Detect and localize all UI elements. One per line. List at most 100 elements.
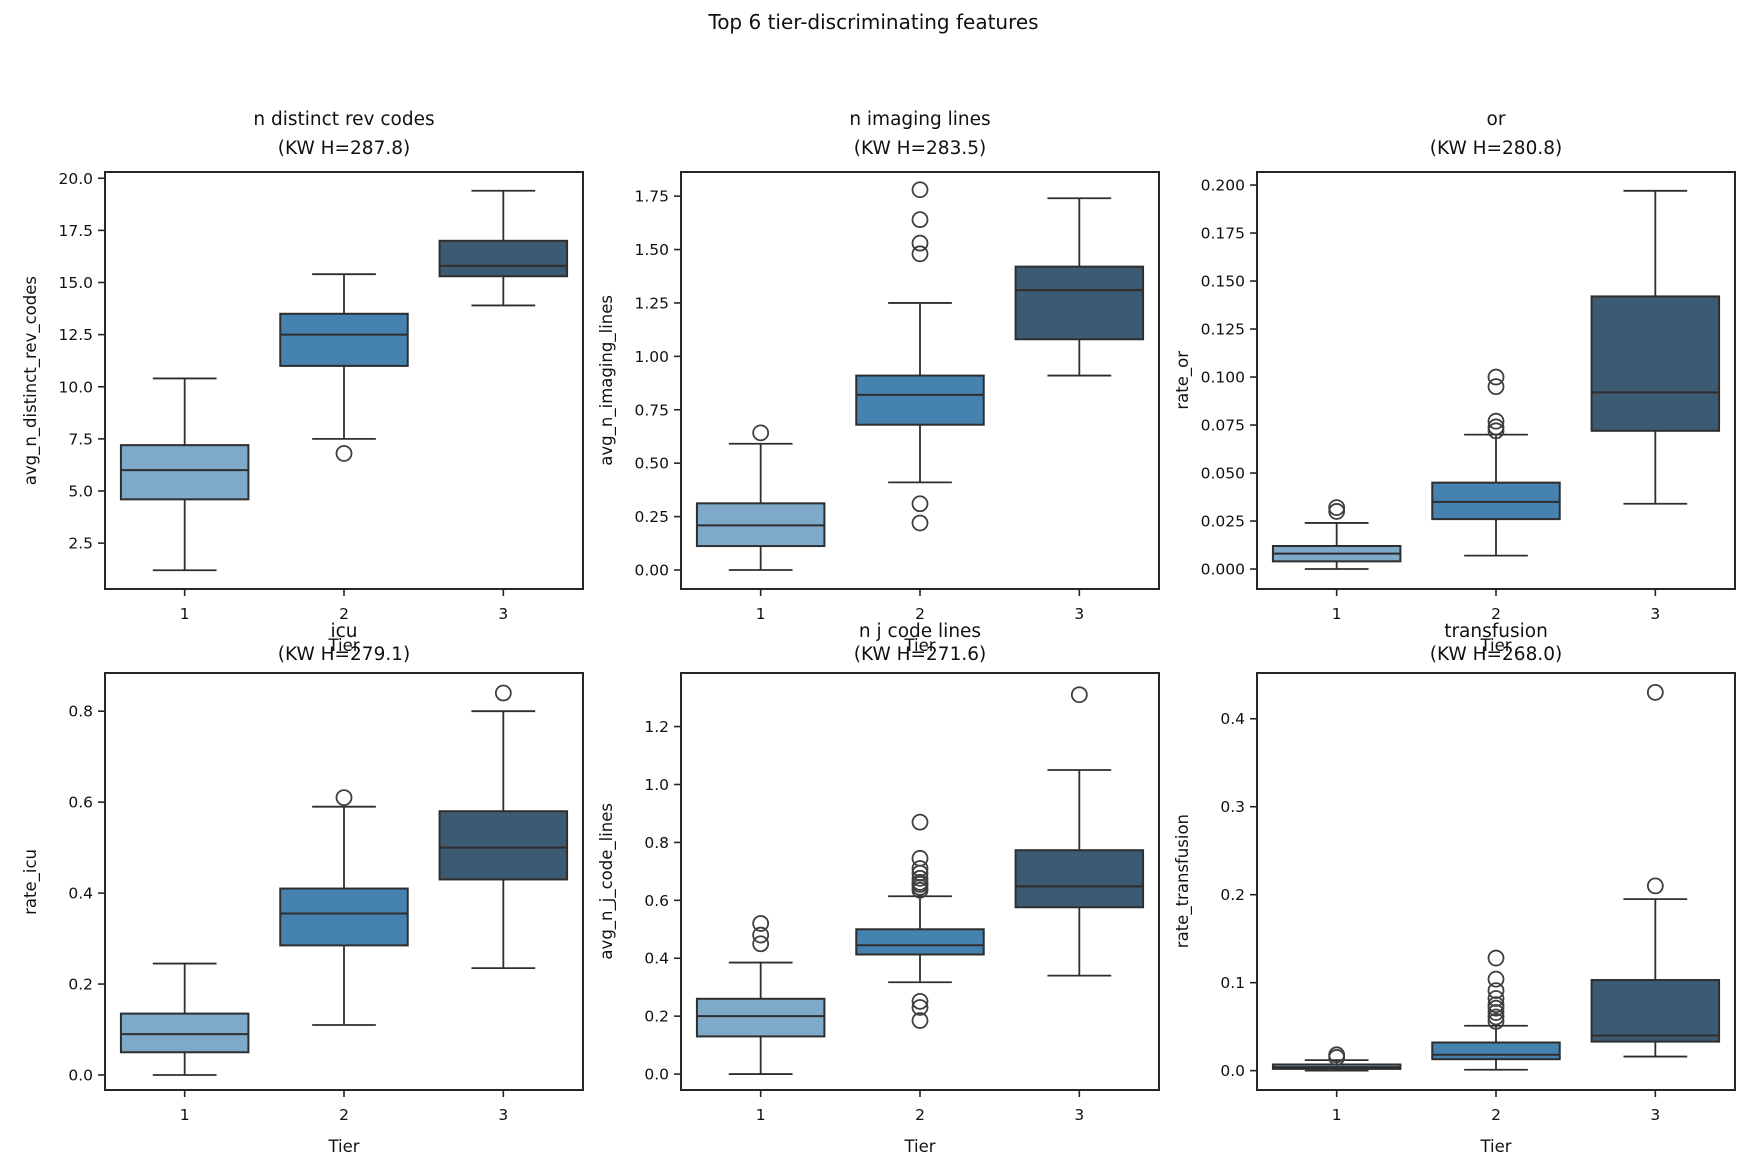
box-group-tier3 [1590,683,1721,1058]
outlier-point [1487,1004,1505,1021]
outlier-point [911,873,929,891]
box-group-tier3 [1014,197,1145,377]
iqr-box [279,312,409,367]
x-tick-label: 3 [498,605,508,623]
y-tick-label: 0.4 [68,885,93,903]
y-tick-label: 0.2 [68,976,93,994]
iqr-box [1014,849,1145,909]
subplot-n-j-code-lines: n j code lines (KW H=271.6) avg_n_j_code… [597,621,1160,1156]
axes-frame [1256,171,1736,590]
x-tick-label: 1 [756,605,766,623]
x-tick-label: 2 [339,1106,349,1124]
subplot-canvas: 0.0 0.2 0.4 0.6 0.8 1 2 3 [68,672,584,1124]
subplot-n-distinct-rev-codes: n distinct rev codes (KW H=287.8) avg_n_… [21,109,584,655]
y-tick-label: 17.5 [58,222,93,240]
iqr-box [438,239,569,278]
outlier-point [1328,1046,1346,1064]
subplot-subtitle: (KW H=287.8) [277,138,411,159]
box-group-tier2 [279,273,409,462]
x-axis-label: Tier [904,636,936,655]
outlier-point [911,495,929,513]
y-tick-label: 0.75 [634,401,669,419]
subplot-canvas: 0.0 0.2 0.4 0.6 0.8 1.0 1.2 1 2 3 [644,672,1160,1124]
axes-frame [104,672,584,1091]
axes-frame [104,171,584,590]
outlier-point [911,1012,929,1029]
y-tick-label: 7.5 [68,430,93,448]
x-axis-label: Tier [904,1137,936,1156]
iqr-box [119,1012,250,1054]
y-tick-label: 5.0 [68,483,93,501]
iqr-box [855,374,985,426]
x-tick-label: 1 [756,1106,766,1124]
outlier-point [1487,422,1505,440]
subplot-or: or (KW H=280.8) rate_or 0.000 0.025 0.050 0… [1173,109,1736,655]
x-tick-label: 3 [1650,1106,1660,1124]
x-tick-label: 2 [1491,605,1501,623]
subplot-title: icu [330,621,358,642]
y-tick-label: 0.8 [68,703,93,721]
figure-title: Top 6 tier-discriminating features [708,10,1039,34]
outlier-point [752,424,770,442]
box-group-tier3 [438,189,569,307]
box-group-tier1 [1271,499,1402,570]
y-tick-label: 0.025 [1201,513,1245,531]
outlier-point [911,992,929,1010]
y-tick-label: 0.0 [644,1066,669,1084]
iqr-box [279,887,409,947]
iqr-box [438,810,569,881]
y-tick-label: 1.75 [634,188,669,206]
outlier-point [1487,996,1505,1014]
outlier-point [494,684,512,702]
y-tick-label: 0.000 [1201,561,1245,579]
outlier-point [1487,990,1505,1007]
iqr-box [1590,979,1721,1043]
outlier-point [911,860,929,877]
axes-frame [680,171,1160,590]
subplot-title: transfusion [1444,621,1548,642]
x-axis-label: Tier [1480,1137,1512,1156]
y-tick-label: 12.5 [58,326,93,344]
outlier-point [1487,412,1505,430]
outlier-point [1487,1012,1505,1030]
box-group-tier2 [855,813,985,1029]
y-tick-label: 0.075 [1201,417,1245,435]
outlier-point [911,999,929,1016]
subplot-canvas: 2.5 5.0 7.5 10.0 12.5 15.0 17.5 20.0 1 2 3 [58,170,584,623]
y-tick-label: 0.25 [634,508,669,526]
outlier-point [1328,503,1346,520]
box-group-tier1 [119,377,250,572]
outlier-point [752,935,770,953]
outlier-point [911,211,929,229]
y-tick-label: 0.4 [1220,710,1245,728]
box-group-tier3 [438,684,569,970]
y-tick-label: 10.0 [58,378,93,396]
y-tick-label: 0.150 [1201,273,1245,291]
outlier-point [1646,683,1664,701]
y-tick-label: 0.2 [1220,886,1245,904]
x-tick-label: 2 [915,605,925,623]
outlier-point [911,181,929,199]
x-axis-label: Tier [1480,636,1512,655]
iqr-box [695,997,826,1038]
y-tick-label: 0.50 [634,455,669,473]
x-axis-label: Tier [328,1137,360,1156]
outlier-point [911,245,929,263]
subplot-title: or [1486,109,1506,130]
subplot-canvas: 0.0 0.1 0.2 0.3 0.4 1 2 3 [1220,672,1736,1124]
iqr-box [855,928,985,956]
iqr-box [119,444,250,501]
subplot-subtitle: (KW H=283.5) [853,138,987,159]
box-group-tier2 [855,181,985,532]
box-group-tier1 [119,962,250,1076]
x-tick-label: 3 [1074,605,1084,623]
subplot-icu: icu (KW H=279.1) rate_icu 0.0 0.2 0.4 0.6 0.… [21,621,584,1156]
box-group-tier2 [1431,949,1561,1071]
y-tick-label: 0.4 [644,950,669,968]
y-tick-label: 0.6 [68,794,93,812]
outlier-point [911,813,929,831]
y-tick-label: 0.175 [1201,225,1245,243]
outlier-point [911,234,929,252]
box-group-tier2 [279,789,409,1026]
subplot-n-imaging-lines: n imaging lines (KW H=283.5) avg_n_imagi… [597,109,1160,655]
